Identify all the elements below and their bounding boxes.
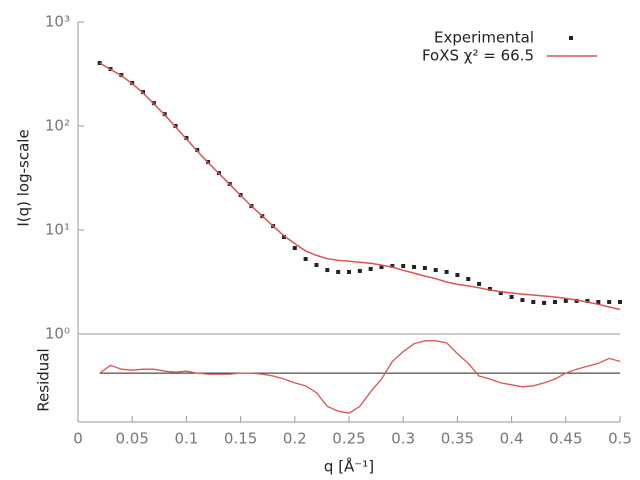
data-point — [314, 262, 319, 267]
data-point — [509, 294, 514, 299]
data-point — [433, 268, 438, 273]
y-tick-label: 10⁰ — [45, 325, 70, 343]
x-tick-label: 0.45 — [549, 430, 582, 448]
legend-marker — [569, 36, 573, 40]
data-point — [585, 298, 590, 303]
x-tick-label: 0.35 — [441, 430, 474, 448]
data-point — [542, 300, 547, 305]
x-axis-label: q [Å⁻¹] — [324, 457, 374, 476]
y-tick-label: 10³ — [45, 13, 70, 31]
data-point — [379, 264, 384, 269]
data-point — [390, 263, 395, 268]
legend-label: FoXS χ² = 66.5 — [422, 47, 534, 65]
fit-line — [99, 62, 621, 311]
data-point — [325, 268, 330, 273]
x-tick-label: 0.05 — [115, 430, 148, 448]
residual-label: Residual — [35, 348, 53, 411]
y-axis-label: I(q) log-scale — [15, 129, 33, 226]
data-point — [303, 257, 308, 262]
y-tick-label: 10² — [45, 117, 70, 135]
data-point — [401, 263, 406, 268]
x-tick-label: 0.5 — [608, 430, 632, 448]
x-tick-label: 0.2 — [283, 430, 307, 448]
data-point — [347, 269, 351, 274]
data-point — [563, 298, 568, 303]
data-point — [422, 266, 427, 271]
y-tick-label: 10¹ — [45, 221, 70, 239]
legend-label: Experimental — [434, 29, 534, 47]
x-tick-label: 0.25 — [332, 430, 365, 448]
data-point — [607, 300, 612, 305]
residual-line — [99, 340, 621, 414]
data-point — [552, 300, 557, 305]
data-point — [412, 264, 417, 269]
data-point — [357, 268, 362, 273]
x-tick-label: 0.3 — [391, 430, 415, 448]
data-point — [281, 234, 286, 239]
data-point — [292, 246, 297, 251]
data-point — [574, 298, 579, 303]
data-point — [444, 269, 449, 274]
data-point — [487, 286, 492, 291]
x-tick-label: 0.15 — [224, 430, 257, 448]
data-point — [455, 273, 460, 278]
data-point — [520, 298, 525, 303]
x-tick-label: 0.4 — [500, 430, 524, 448]
data-point — [477, 281, 482, 286]
data-point — [498, 290, 503, 295]
data-point — [336, 269, 341, 274]
data-point — [531, 300, 536, 305]
data-point — [466, 276, 471, 281]
data-point — [596, 300, 601, 305]
x-tick-label: 0.1 — [174, 430, 198, 448]
x-tick-label: 0 — [73, 430, 83, 448]
data-point — [368, 266, 373, 271]
data-point — [618, 300, 622, 305]
